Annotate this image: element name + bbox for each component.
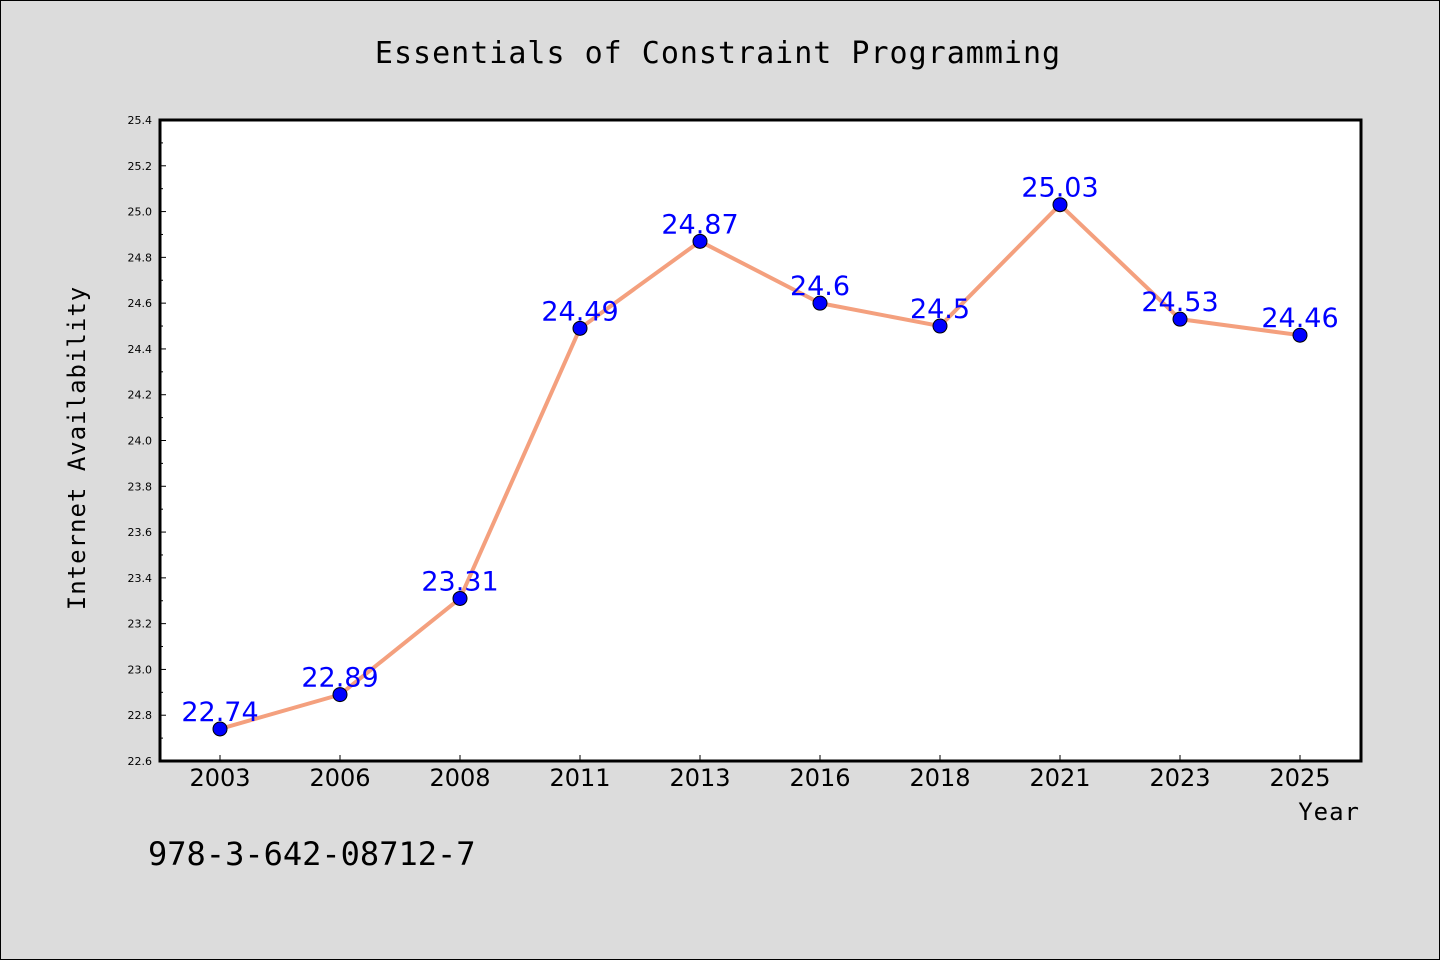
data-label: 22.89 [301, 663, 378, 694]
data-label: 22.74 [181, 697, 258, 728]
y-tick-label: 24.8 [128, 251, 153, 264]
x-tick-label: 2018 [909, 764, 970, 792]
data-point [812, 295, 828, 311]
x-axis: 2003 2006 2008 2011 2013 2016 2018 2021 2023 2025 [189, 755, 1331, 792]
x-tick-label: 2003 [189, 764, 250, 792]
markers-group [212, 197, 1308, 737]
y-tick-label: 25.4 [128, 114, 153, 127]
data-point [692, 233, 708, 249]
y-tick-label: 22.6 [128, 755, 153, 768]
data-point [572, 320, 588, 336]
series-line-group [219, 202, 1301, 731]
y-tick-label: 24.4 [128, 343, 153, 356]
y-tick-label: 24.0 [128, 435, 153, 448]
y-tick-label: 25.2 [128, 160, 153, 173]
y-axis-label: Internet Availability [63, 286, 91, 610]
data-labels-group: 22.74 22.89 23.31 24.49 24.87 24.6 24.5 25.03 24… [181, 173, 1338, 728]
y-tick-label: 23.8 [128, 480, 153, 493]
data-point [332, 687, 348, 703]
x-tick-label: 2016 [789, 764, 850, 792]
y-tick-label: 25.0 [128, 206, 153, 219]
x-axis-label: Year [1298, 798, 1360, 826]
data-point [1052, 197, 1068, 213]
data-point [1292, 327, 1308, 343]
series-line [219, 202, 1301, 731]
x-tick-label: 2025 [1269, 764, 1330, 792]
data-point [212, 721, 228, 737]
y-tick-label: 24.2 [128, 389, 153, 402]
data-point [452, 590, 468, 606]
data-label: 23.31 [421, 566, 498, 597]
y-tick-label: 24.6 [128, 297, 153, 310]
plot-area [158, 118, 1363, 763]
data-point [932, 318, 948, 334]
x-tick-label: 2013 [669, 764, 730, 792]
y-axis: 22.6 22.8 23.0 23.2 23.4 23.6 23.8 24.0 24.2 24.4… [128, 114, 166, 768]
data-label: 24.6 [790, 271, 850, 302]
data-label: 25.03 [1021, 173, 1098, 204]
data-label: 24.87 [661, 209, 738, 240]
y-tick-label: 23.2 [128, 618, 153, 631]
x-tick-label: 2023 [1149, 764, 1210, 792]
y-tick-label: 23.0 [128, 663, 153, 676]
data-label: 24.49 [541, 296, 618, 327]
y-tick-label: 23.6 [128, 526, 153, 539]
data-label: 24.53 [1141, 287, 1218, 318]
x-tick-label: 2008 [429, 764, 490, 792]
x-tick-label: 2021 [1029, 764, 1090, 792]
chart-title: Essentials of Constraint Programming [375, 36, 1061, 71]
y-tick-label: 22.8 [128, 709, 153, 722]
x-tick-label: 2006 [309, 764, 370, 792]
y-tick-label: 23.4 [128, 572, 153, 585]
x-tick-label: 2011 [549, 764, 610, 792]
data-label: 24.5 [910, 294, 970, 325]
data-label: 24.46 [1261, 303, 1338, 334]
isbn-text: 978-3-642-08712-7 [148, 835, 476, 873]
data-point [1172, 311, 1188, 327]
